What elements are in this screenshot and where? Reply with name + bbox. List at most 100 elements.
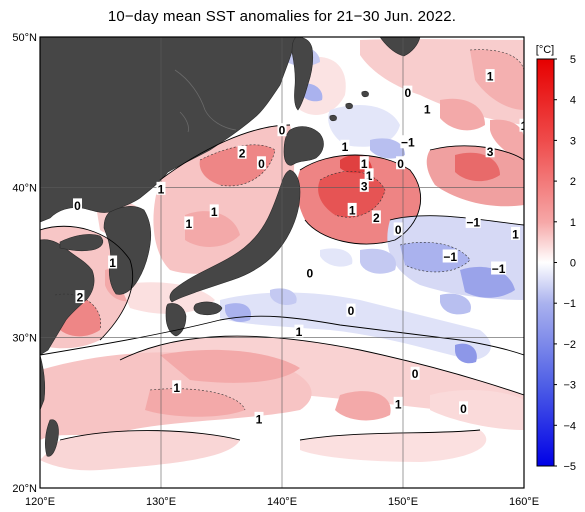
contour-label-text: 0: [395, 223, 402, 237]
colorbar-tick-label: −2: [563, 339, 576, 351]
anomaly-shading: [40, 39, 524, 471]
contour-label-text: 1: [521, 119, 528, 133]
contour-label: 1: [172, 380, 182, 395]
contour-label: 0: [403, 85, 413, 100]
contour-label: −1: [400, 135, 416, 150]
contour-label-text: 0: [460, 402, 467, 416]
lon-tick-label: 130°E: [146, 496, 176, 508]
contour-label-bg: [519, 118, 524, 132]
contour-label-bg: [511, 226, 521, 240]
colorbar-unit: [°C]: [536, 44, 554, 56]
contour-label: −1: [442, 249, 458, 264]
contour-label-bg: [364, 168, 374, 182]
contour-lines-dashed: [54, 49, 524, 411]
contour-label-text: 1: [512, 227, 519, 241]
contour-label: 1: [209, 204, 219, 219]
contour-label-bg: [73, 198, 83, 212]
contour-label-text: 1: [395, 397, 402, 411]
colorbar-tick-label: 1: [570, 217, 576, 229]
contour-label-bg: [393, 396, 403, 410]
contour-label-bg: [108, 255, 118, 269]
contour-label-text: 0: [404, 86, 411, 100]
colorbar-tick-label: −5: [563, 461, 576, 473]
graticule: [40, 37, 524, 488]
land: [40, 37, 421, 457]
contour-label: 1: [511, 226, 521, 241]
contour-label: 0: [277, 123, 287, 138]
contour-label-text: 1: [366, 169, 373, 183]
contour-label-text: 3: [487, 145, 494, 159]
contour-label: 2: [371, 210, 381, 225]
colorbar-tick-label: 2: [570, 176, 576, 188]
contour-label: 1: [359, 156, 369, 171]
contour-label-bg: [277, 123, 287, 137]
contour-label-bg: [294, 324, 304, 338]
contour-label-text: 1: [361, 157, 368, 171]
contour-label: 1: [364, 168, 374, 183]
contour-label-text: 1: [342, 140, 349, 154]
contour-label-text: 1: [211, 205, 218, 219]
axis-ticks: 120°E 130°E 140°E 150°E 160°E 50°N 40°N 30°N 20°…: [12, 32, 539, 508]
colorbar-tick-label: −1: [563, 298, 576, 310]
contour-label-bg: [156, 181, 166, 195]
contour-label-text: 2: [239, 146, 246, 160]
contour-label-bg: [422, 102, 432, 116]
contour-label-text: 1: [158, 182, 165, 196]
contour-label: 0: [256, 156, 266, 171]
colorbar-tick-label: 3: [570, 135, 576, 147]
contour-label-text: 1: [256, 412, 263, 426]
contour-label: 1: [340, 139, 350, 154]
contour-label: 1: [393, 396, 403, 411]
lon-tick-label: 160°E: [509, 496, 539, 508]
contour-label-bg: [347, 202, 357, 216]
lat-tick-label: 30°N: [12, 333, 37, 345]
contour-label-bg: [400, 135, 416, 149]
contour-label-text: −1: [443, 250, 457, 264]
contour-label-bg: [340, 139, 350, 153]
contour-label: 3: [359, 178, 369, 193]
contour-label-text: −1: [401, 136, 415, 150]
contour-label: −1: [491, 261, 507, 276]
contour-label-bg: [491, 261, 507, 275]
colorbar-tick-label: 0: [570, 258, 576, 270]
contour-lines: [40, 124, 524, 441]
contour-label-text: 0: [258, 157, 265, 171]
contour-label-text: 1: [349, 203, 356, 217]
map-title: 10−day mean SST anomalies for 21−30 Jun.…: [107, 8, 457, 25]
contour-label-text: −1: [466, 215, 480, 229]
contour-label: 0: [346, 303, 356, 318]
contour-label-text: −1: [492, 262, 506, 276]
colorbar-tick-label: 5: [570, 54, 576, 66]
contour-label-bg: [459, 401, 468, 415]
contour-label: 1: [519, 118, 528, 133]
contour-label-bg: [442, 249, 458, 263]
contour-label: 1: [184, 216, 194, 231]
contour-label: 2: [237, 145, 247, 160]
contour-label: 1: [156, 181, 166, 196]
contour-label-text: 1: [185, 217, 192, 231]
contour-label-bg: [393, 222, 403, 236]
contour-label-text: 1: [296, 325, 303, 339]
contour-label: 1: [108, 255, 118, 270]
contour-label-bg: [410, 366, 420, 380]
lat-tick-label: 20°N: [12, 483, 37, 495]
contour-label-bg: [184, 216, 194, 230]
contour-label-text: 0: [306, 267, 313, 281]
contour-label-bg: [359, 178, 369, 192]
contour-label-text: 2: [373, 211, 380, 225]
contour-label: 1: [347, 202, 357, 217]
contour-label-bg: [75, 290, 85, 304]
contour-label: 1: [485, 69, 495, 84]
colorbar: [°C] 5 4 3 2 1 0 −1 −2 −3 −4 −5: [536, 44, 576, 473]
contour-label-bg: [254, 411, 264, 425]
colorbar-tick-label: −3: [563, 380, 576, 392]
lat-tick-label: 50°N: [12, 32, 37, 44]
contour-label: 0: [459, 401, 468, 416]
colorbar-tick-label: −4: [563, 420, 576, 432]
contour-label-text: 0: [412, 367, 419, 381]
contour-label-text: 0: [279, 124, 286, 138]
contour-label-bg: [237, 145, 247, 159]
contour-label: 1: [294, 324, 304, 339]
